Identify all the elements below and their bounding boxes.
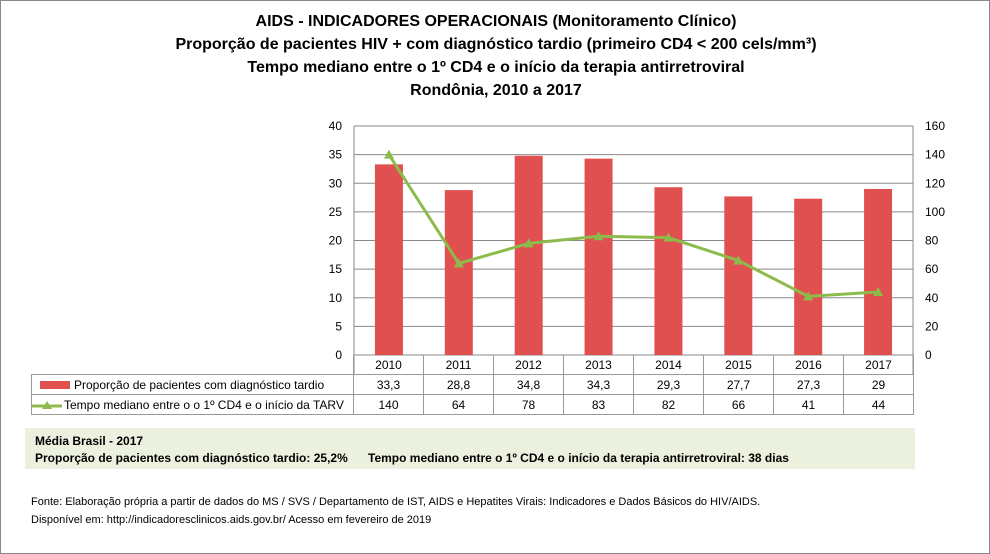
- bar: [584, 158, 613, 355]
- x-tick-label: 2011: [423, 355, 494, 375]
- y-left-tick-label: 35: [329, 148, 343, 162]
- series-line: [387, 153, 879, 298]
- line-data-label: 64: [423, 394, 494, 415]
- y-right-tick-label: 40: [925, 291, 939, 305]
- y-left-tick-label: 30: [329, 176, 343, 190]
- bar-data-label: 27,3: [773, 374, 844, 395]
- line-data-label: 83: [563, 394, 634, 415]
- legend-bar-series: Proporção de pacientes com diagnóstico t…: [31, 374, 354, 395]
- line-point-marker: [733, 255, 744, 265]
- source-line: Fonte: Elaboração própria a partir de da…: [31, 496, 761, 508]
- bar-data-label: 29,3: [633, 374, 704, 395]
- x-tick-label: 2016: [773, 355, 844, 375]
- y-right-tick-label: 120: [925, 176, 945, 190]
- line-data-label: 44: [843, 394, 914, 415]
- chart-subtitle-3: Rondônia, 2010 a 2017: [410, 82, 582, 99]
- y-left-tick-label: 5: [335, 319, 342, 333]
- y-right-tick-label: 80: [925, 234, 939, 248]
- chart-subtitle-1: Proporção de pacientes HIV + com diagnós…: [175, 36, 817, 53]
- y-left-tick-label: 10: [329, 291, 343, 305]
- x-tick-label: 2014: [633, 355, 704, 375]
- y-right-tick-label: 20: [925, 319, 939, 333]
- y-left-tick-label: 15: [329, 262, 343, 276]
- chart-subtitle-2: Tempo mediano entre o 1º CD4 e o início …: [247, 59, 745, 76]
- media-title: Média Brasil - 2017: [35, 434, 144, 448]
- line-point-marker: [803, 291, 814, 301]
- media-tempo: Tempo mediano entre o 1º CD4 e o início …: [368, 451, 789, 465]
- bar: [724, 196, 753, 355]
- line-data-label: 78: [493, 394, 564, 415]
- bar-data-label: 34,3: [563, 374, 634, 395]
- line-point-marker: [663, 232, 674, 242]
- y-left-tick-label: 0: [335, 348, 342, 362]
- line-data-label: 66: [703, 394, 774, 415]
- x-tick-label: 2010: [353, 355, 424, 375]
- y-right-tick-label: 160: [925, 119, 945, 133]
- series-name: Tempo mediano entre o o 1º CD4 e o iníci…: [64, 397, 344, 412]
- y-left-tick-label: 40: [329, 119, 343, 133]
- chart-title: AIDS - INDICADORES OPERACIONAIS (Monitor…: [255, 13, 737, 30]
- bar: [374, 164, 403, 355]
- x-tick-label: 2015: [703, 355, 774, 375]
- line-triangle-swatch-icon: [32, 401, 62, 410]
- x-tick-label: 2013: [563, 355, 634, 375]
- combo-chart: 0 5 10 15 20 25 30 35 40 0 20 40 60 80 100 120 140 160: [329, 119, 945, 375]
- y-right-tick-label: 60: [925, 262, 939, 276]
- y-left-tick-label: 20: [329, 234, 343, 248]
- bar-data-label: 27,7: [703, 374, 774, 395]
- y-right-tick-label: 100: [925, 205, 945, 219]
- bar: [444, 190, 473, 355]
- media-proporcao: Proporção de pacientes com diagnóstico t…: [35, 451, 348, 465]
- bar: [514, 155, 543, 355]
- bar: [654, 187, 683, 355]
- line-data-label: 82: [633, 394, 704, 415]
- line-point-marker: [453, 258, 464, 268]
- source-note: Fonte: Elaboração própria a partir de da…: [31, 493, 760, 529]
- bar: [864, 188, 893, 355]
- line-data-label: 140: [353, 394, 424, 415]
- y-left-tick-label: 25: [329, 205, 343, 219]
- data-table: 2010 2011 2012 2013 2014 2015 2016 2017 Proporç…: [31, 355, 914, 415]
- bar-data-label: 34,8: [493, 374, 564, 395]
- bar-data-label: 33,3: [353, 374, 424, 395]
- line-point-marker: [523, 238, 534, 248]
- y-right-tick-label: 0: [925, 348, 932, 362]
- line-point-marker: [873, 287, 884, 297]
- bar-data-label: 29: [843, 374, 914, 395]
- line-data-label: 41: [773, 394, 844, 415]
- bar-data-label: 28,8: [423, 374, 494, 395]
- available-line: Disponível em: http://indicadoresclinico…: [31, 514, 432, 526]
- x-tick-label: 2012: [493, 355, 564, 375]
- bar-swatch-icon: [40, 381, 70, 390]
- series-name: Proporção de pacientes com diagnóstico t…: [74, 377, 325, 392]
- line-point-marker: [593, 231, 604, 241]
- media-brasil-box: Média Brasil - 2017 Proporção de pacient…: [25, 428, 915, 469]
- x-tick-label: 2017: [843, 355, 914, 375]
- legend-line-series: Tempo mediano entre o o 1º CD4 e o iníci…: [31, 394, 354, 415]
- y-right-tick-label: 140: [925, 148, 945, 162]
- line-point-marker: [383, 149, 394, 159]
- bar: [794, 198, 823, 355]
